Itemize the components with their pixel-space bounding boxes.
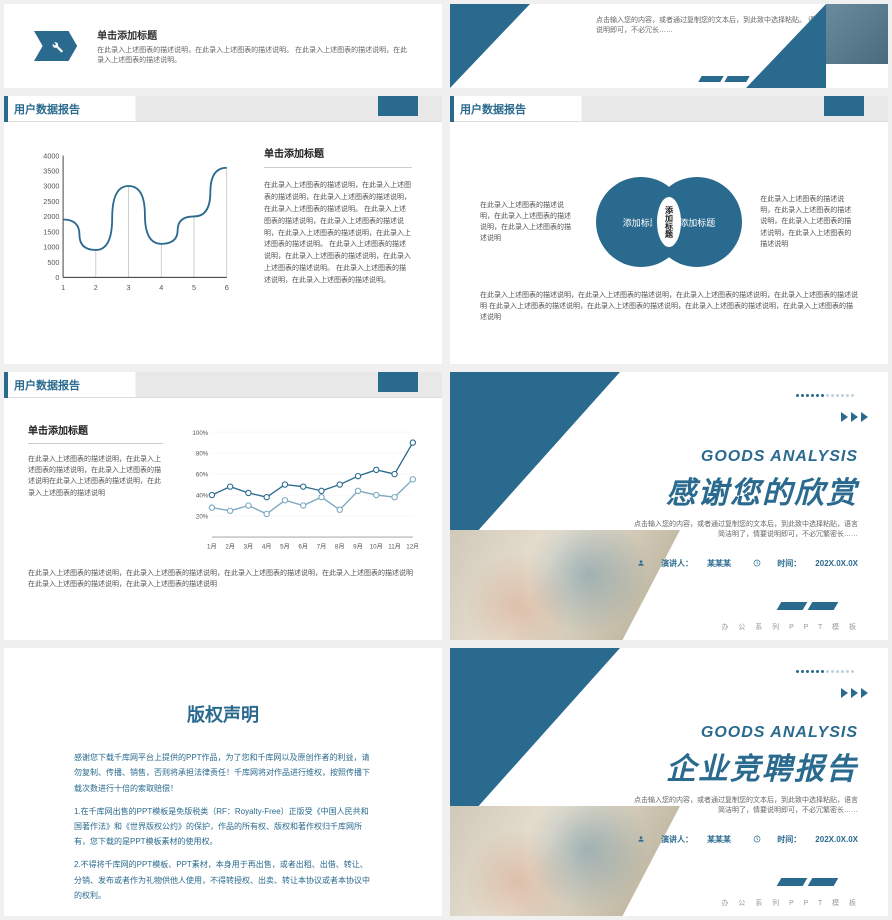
copyright-p3: 2.不得将千库网的PPT模板、PPT素材，本身用于再出售，或者出租、出借、转让、…: [74, 857, 372, 903]
svg-text:7月: 7月: [316, 544, 326, 551]
svg-text:3月: 3月: [243, 544, 253, 551]
s1-desc: 在此录入上述图表的描述说明，在此录入上述图表的描述说明，在此录入上述图表的描述说…: [264, 180, 412, 287]
svg-text:5月: 5月: [280, 544, 290, 551]
svg-text:2000: 2000: [43, 212, 59, 221]
copyright-title: 版权声明: [74, 698, 372, 732]
svg-text:40%: 40%: [196, 493, 209, 500]
s3-bottom-text: 在此录入上述图表的描述说明，在此录入上述图表的描述说明，在此录入上述图表的描述说…: [4, 564, 442, 594]
footer-label: 办 公 系 列 P P T 模 板: [721, 898, 860, 908]
header-title: 用户数据报告: [8, 101, 80, 117]
slide-venn: 用户数据报告 在此录入上述图表的描述说明，在此录入上述图表的描述说明，在此录入上…: [450, 96, 888, 364]
arrow-decoration: [841, 688, 868, 698]
slide-title: GOODS ANALYSIS 企业竞聘报告 点击输入您的内容，或者通过复制您的文…: [450, 648, 888, 916]
title-chinese: 感谢您的欣赏: [666, 468, 858, 512]
copyright-link[interactable]: 更多精品PPT模板：http://588ku.com/ppt/: [74, 915, 372, 916]
title-meta: 演讲人：某某某 时间：202X.0X.0X: [637, 558, 858, 569]
svg-text:3000: 3000: [43, 182, 59, 191]
svg-text:6月: 6月: [298, 544, 308, 551]
header-title: 用户数据报告: [8, 377, 80, 393]
title-chinese: 企业竞聘报告: [666, 744, 858, 788]
person-icon: [637, 835, 645, 843]
svg-text:1: 1: [61, 283, 65, 292]
skew-decoration: [700, 76, 748, 82]
svg-text:2500: 2500: [43, 197, 59, 206]
s3-title: 单击添加标题: [28, 424, 163, 444]
s1-title: 单击添加标题: [264, 146, 412, 168]
svg-text:12月: 12月: [406, 544, 418, 551]
s2-bottom-text: 在此录入上述图表的描述说明，在此录入上述图表的描述说明，在此录入上述图表的描述说…: [450, 284, 888, 324]
svg-text:8月: 8月: [335, 544, 345, 551]
skew-decoration: [779, 602, 836, 610]
svg-text:1500: 1500: [43, 227, 59, 236]
slide-thanks: GOODS ANALYSIS 感谢您的欣赏 点击输入您的内容，或者通过复制您的文…: [450, 372, 888, 640]
venn-intersection: 添加标题: [657, 197, 681, 247]
venn-left-text: 在此录入上述图表的描述说明，在此录入上述图表的描述说明，在此录入上述图表的描述说…: [480, 200, 578, 245]
triangle-decoration: [746, 4, 826, 88]
slide-header: 用户数据报告: [4, 96, 442, 122]
venn-diagram: 添加标题 添加标题 添加标题: [596, 172, 743, 272]
slide-chart-multi: 用户数据报告 单击添加标题 在此录入上述图表的描述说明，在此录入上述图表的描述说…: [4, 372, 442, 640]
svg-text:1月: 1月: [207, 544, 217, 551]
multi-line-chart: 20% 40% 60% 80% 100% 1月 2月 3月 4月 5月 6月 7月 8月 9月 10月 11月…: [187, 424, 418, 554]
title-english: GOODS ANALYSIS: [666, 448, 858, 466]
s3-desc: 在此录入上述图表的描述说明，在此录入上述图表的描述说明，在此录入上述图表的描述说…: [28, 454, 163, 499]
triangle-decoration: [450, 4, 530, 88]
slide-0-left: 单击添加标题 在此录入上述图表的描述说明，在此录入上述图表的描述说明。 在此录入…: [4, 4, 442, 88]
photo-placeholder: [826, 4, 888, 64]
slide-header: 用户数据报告: [4, 372, 442, 398]
s0-title: 单击添加标题: [97, 27, 412, 42]
svg-text:5: 5: [192, 283, 196, 292]
slides-grid: 单击添加标题 在此录入上述图表的描述说明，在此录入上述图表的描述说明。 在此录入…: [4, 4, 888, 916]
photo-placeholder: [450, 530, 680, 640]
venn-right-text: 在此录入上述图表的描述说明，在此录入上述图表的描述说明，在此录入上述图表的描述说…: [760, 194, 858, 250]
title-subtitle: 点击输入您的内容，或者通过复制您的文本后，到此致中选择粘贴，语言简洁明了，情要说…: [628, 520, 858, 540]
svg-text:2: 2: [94, 283, 98, 292]
svg-text:80%: 80%: [196, 451, 209, 458]
arrow-decoration: [841, 412, 868, 422]
slide-header: 用户数据报告: [450, 96, 888, 122]
svg-text:3: 3: [127, 283, 131, 292]
dots-decoration: [796, 394, 854, 397]
svg-text:0: 0: [55, 273, 59, 282]
dots-decoration: [796, 670, 854, 673]
wrench-icon: [48, 38, 64, 54]
header-title: 用户数据报告: [454, 101, 526, 117]
title-meta: 演讲人：某某某 时间：202X.0X.0X: [637, 834, 858, 845]
svg-text:4月: 4月: [262, 544, 272, 551]
clock-icon: [753, 835, 761, 843]
slide-copyright: 版权声明 感谢您下载千库网平台上提供的PPT作品，为了您和千库网以及原创作者的利…: [4, 648, 442, 916]
arrow-badge: [34, 31, 77, 61]
copyright-p1: 感谢您下载千库网平台上提供的PPT作品，为了您和千库网以及原创作者的利益，请勿复…: [74, 750, 372, 796]
skew-decoration: [779, 878, 836, 886]
title-subtitle: 点击输入您的内容，或者通过复制您的文本后，到此致中选择粘贴，语言简洁明了，情要说…: [628, 796, 858, 816]
svg-text:4000: 4000: [43, 151, 59, 160]
wave-chart: 0 500 1000 1500 2000 2500 3000 3500 4000 1 2 3 4 5 6: [34, 146, 234, 296]
slide-0-right: 点击输入您的内容，或者通过复制您的文本后，到此致中选择粘贴。 语言简洁明了，情要…: [450, 4, 888, 88]
svg-text:20%: 20%: [196, 514, 209, 521]
svg-text:4: 4: [159, 283, 163, 292]
svg-text:2月: 2月: [225, 544, 235, 551]
svg-text:10月: 10月: [370, 544, 383, 551]
s0-desc: 在此录入上述图表的描述说明，在此录入上述图表的描述说明。 在此录入上述图表的描述…: [97, 46, 412, 66]
svg-text:1000: 1000: [43, 243, 59, 252]
title-english: GOODS ANALYSIS: [666, 724, 858, 742]
svg-text:6: 6: [225, 283, 229, 292]
svg-text:3500: 3500: [43, 167, 59, 176]
clock-icon: [753, 559, 761, 567]
slide-chart-wave: 用户数据报告 0 500 1000 1500 2000 2500 3000 3500 4000 1…: [4, 96, 442, 364]
person-icon: [637, 559, 645, 567]
svg-text:9月: 9月: [353, 544, 363, 551]
svg-text:500: 500: [47, 258, 59, 267]
svg-text:11月: 11月: [388, 544, 401, 551]
copyright-p2: 1.在千库网出售的PPT模板是免版税类（RF：Royalty-Free）正版受《…: [74, 804, 372, 850]
svg-text:60%: 60%: [196, 472, 209, 479]
photo-placeholder: [450, 806, 680, 916]
footer-label: 办 公 系 列 P P T 模 板: [721, 622, 860, 632]
svg-text:100%: 100%: [192, 430, 208, 437]
